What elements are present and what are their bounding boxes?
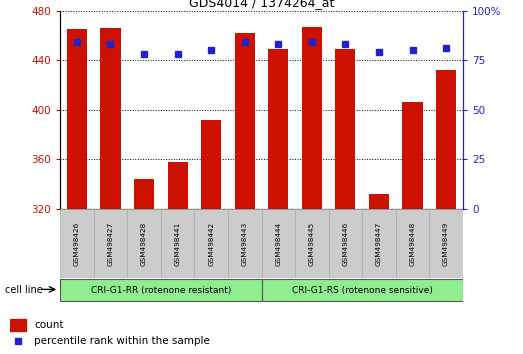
Text: GSM498428: GSM498428	[141, 221, 147, 266]
Title: GDS4014 / 1374264_at: GDS4014 / 1374264_at	[189, 0, 334, 10]
Bar	[436, 70, 456, 209]
Text: GSM498448: GSM498448	[410, 221, 415, 266]
Text: CRI-G1-RS (rotenone sensitive): CRI-G1-RS (rotenone sensitive)	[292, 286, 433, 295]
FancyBboxPatch shape	[94, 209, 127, 278]
Text: GSM498444: GSM498444	[275, 221, 281, 266]
FancyBboxPatch shape	[362, 209, 396, 278]
FancyBboxPatch shape	[262, 209, 295, 278]
Bar	[235, 33, 255, 209]
Text: GSM498449: GSM498449	[443, 221, 449, 266]
Text: GSM498426: GSM498426	[74, 221, 80, 266]
FancyBboxPatch shape	[60, 279, 262, 302]
FancyBboxPatch shape	[429, 209, 463, 278]
Text: GSM498446: GSM498446	[343, 221, 348, 266]
FancyBboxPatch shape	[328, 209, 362, 278]
FancyBboxPatch shape	[60, 209, 94, 278]
Bar	[167, 162, 188, 209]
Bar	[67, 29, 87, 209]
Bar	[403, 102, 423, 209]
Bar	[268, 49, 288, 209]
Text: count: count	[34, 320, 63, 330]
Bar	[100, 28, 120, 209]
Text: GSM498442: GSM498442	[208, 221, 214, 266]
FancyBboxPatch shape	[262, 279, 463, 302]
Text: GSM498445: GSM498445	[309, 221, 315, 266]
Bar	[335, 49, 356, 209]
FancyBboxPatch shape	[228, 209, 262, 278]
FancyBboxPatch shape	[127, 209, 161, 278]
Text: GSM498427: GSM498427	[108, 221, 113, 266]
FancyBboxPatch shape	[396, 209, 429, 278]
Bar	[134, 179, 154, 209]
FancyBboxPatch shape	[161, 209, 195, 278]
FancyBboxPatch shape	[295, 209, 328, 278]
Bar	[369, 194, 389, 209]
Text: CRI-G1-RR (rotenone resistant): CRI-G1-RR (rotenone resistant)	[90, 286, 231, 295]
Text: percentile rank within the sample: percentile rank within the sample	[34, 336, 210, 346]
Bar	[302, 27, 322, 209]
Text: GSM498441: GSM498441	[175, 221, 180, 266]
Bar	[201, 120, 221, 209]
Bar	[10, 319, 26, 331]
Text: GSM498447: GSM498447	[376, 221, 382, 266]
Text: cell line: cell line	[5, 285, 43, 295]
FancyBboxPatch shape	[195, 209, 228, 278]
Text: GSM498443: GSM498443	[242, 221, 248, 266]
